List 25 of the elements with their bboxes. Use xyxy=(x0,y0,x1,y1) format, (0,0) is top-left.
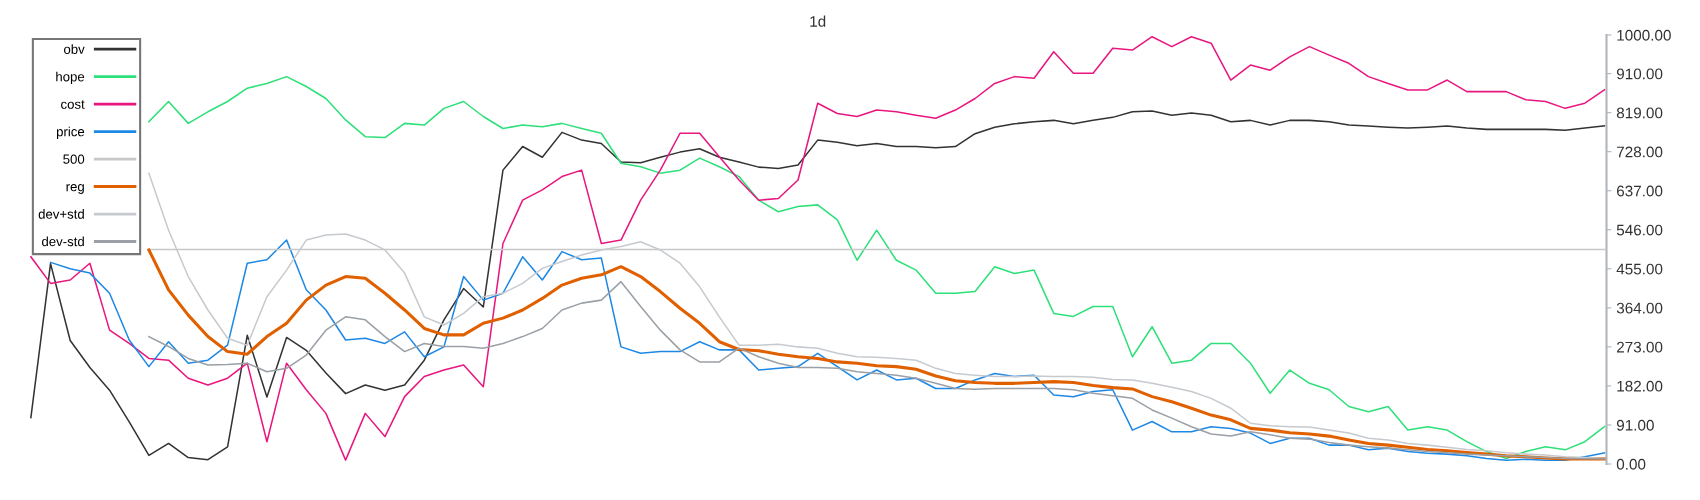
legend-label: dev+std xyxy=(38,209,84,219)
y-tick-label: 819.00 xyxy=(1616,107,1663,119)
legend-label: obv xyxy=(64,44,85,54)
y-tick-label: 0.00 xyxy=(1616,458,1646,470)
line-series xyxy=(30,35,1606,461)
y-tick-label: 182.00 xyxy=(1617,380,1663,392)
y-tick-label: 273.00 xyxy=(1616,341,1663,353)
y-tick-label: 637.00 xyxy=(1617,185,1663,197)
legend-label: dev-std xyxy=(42,236,84,247)
legend-label: hope xyxy=(56,71,85,85)
y-tick-label: 728.00 xyxy=(1617,146,1663,158)
y-tick-label: 364.00 xyxy=(1616,302,1663,314)
legend-label: cost xyxy=(61,100,85,109)
y-tick-label: 1000.00 xyxy=(1617,29,1671,41)
legend-label: reg xyxy=(66,184,84,194)
legend-label: price xyxy=(56,126,85,139)
y-tick-label: 91.00 xyxy=(1616,419,1654,431)
chart-title: 1d xyxy=(810,15,826,27)
y-tick-label: 455.00 xyxy=(1616,263,1663,275)
legend-label: 500 xyxy=(63,154,85,164)
y-tick-label: 546.00 xyxy=(1616,224,1663,236)
line-series xyxy=(148,75,1606,460)
line-series xyxy=(148,280,1606,460)
y-tick-label: 910.00 xyxy=(1616,68,1663,80)
line-series xyxy=(30,110,1606,461)
